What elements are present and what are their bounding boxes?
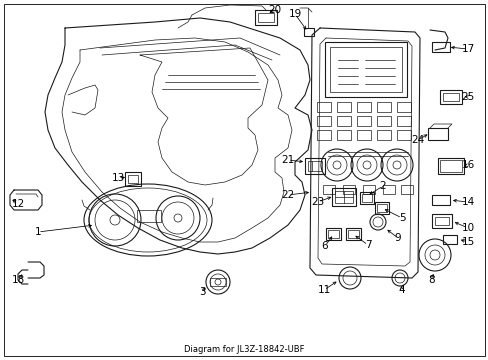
Bar (325, 228, 340, 240)
Text: 8: 8 (428, 275, 434, 285)
Bar (258, 13, 273, 22)
Text: 6: 6 (321, 241, 327, 251)
Text: 7: 7 (364, 240, 370, 250)
Text: 12: 12 (11, 199, 24, 209)
Bar (128, 175, 138, 183)
Bar (336, 116, 350, 126)
Bar (334, 191, 352, 203)
Bar (331, 188, 355, 206)
Bar (396, 102, 410, 112)
Bar (137, 210, 161, 222)
Text: 21: 21 (281, 155, 294, 165)
Bar (431, 214, 451, 228)
Bar (325, 42, 406, 97)
Bar (209, 278, 225, 286)
Text: 1: 1 (35, 227, 41, 237)
Text: 19: 19 (288, 9, 301, 19)
Bar (356, 116, 370, 126)
Bar (442, 93, 458, 101)
Bar (361, 194, 371, 202)
Bar (347, 230, 358, 238)
Bar (442, 235, 456, 244)
Bar (316, 116, 330, 126)
Text: 10: 10 (461, 223, 473, 233)
Bar (376, 102, 390, 112)
Bar (323, 185, 334, 194)
Bar (336, 102, 350, 112)
Bar (374, 202, 388, 214)
Bar (336, 130, 350, 140)
Text: 17: 17 (461, 44, 474, 54)
Text: 4: 4 (398, 285, 405, 295)
Text: 15: 15 (461, 237, 474, 247)
Text: Diagram for JL3Z-18842-UBF: Diagram for JL3Z-18842-UBF (184, 346, 304, 355)
Bar (304, 28, 313, 36)
Bar (342, 185, 354, 194)
Bar (362, 185, 374, 194)
Bar (316, 130, 330, 140)
Text: 13: 13 (111, 173, 124, 183)
Text: 14: 14 (461, 197, 474, 207)
Text: 24: 24 (410, 135, 424, 145)
Bar (400, 185, 412, 194)
Bar (439, 160, 461, 172)
Bar (356, 102, 370, 112)
Bar (382, 185, 394, 194)
Text: 2: 2 (379, 181, 386, 191)
Text: 23: 23 (311, 197, 324, 207)
Text: 11: 11 (317, 285, 330, 295)
Bar (437, 158, 463, 174)
Text: 18: 18 (11, 275, 24, 285)
Text: 22: 22 (281, 190, 294, 200)
Bar (346, 228, 360, 240)
Bar (431, 195, 449, 205)
Bar (396, 116, 410, 126)
Bar (431, 42, 449, 52)
Bar (376, 204, 386, 212)
Text: 9: 9 (394, 233, 401, 243)
Bar (327, 230, 338, 238)
Bar (439, 90, 461, 104)
Bar (307, 161, 321, 171)
Bar (305, 158, 325, 174)
Bar (376, 116, 390, 126)
Bar (254, 10, 276, 25)
Bar (427, 128, 447, 140)
Bar (356, 130, 370, 140)
Text: 16: 16 (461, 160, 474, 170)
Text: 20: 20 (268, 5, 281, 15)
Text: 25: 25 (461, 92, 474, 102)
Bar (376, 130, 390, 140)
Text: 5: 5 (398, 213, 405, 223)
Text: 3: 3 (198, 287, 205, 297)
Bar (329, 47, 401, 92)
Bar (316, 102, 330, 112)
Bar (434, 217, 448, 225)
Bar (396, 130, 410, 140)
Bar (359, 192, 373, 204)
Bar (125, 172, 141, 186)
